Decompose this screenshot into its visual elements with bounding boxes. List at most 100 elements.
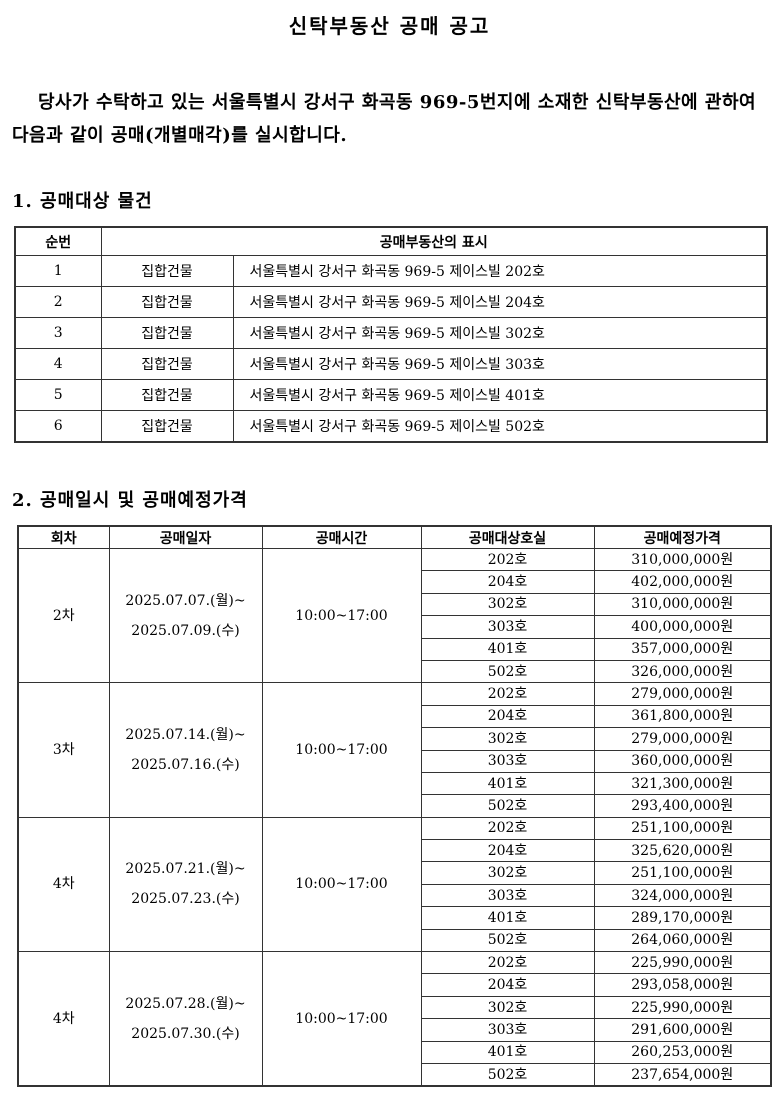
unit-price: 237,654,000원 xyxy=(593,1062,772,1087)
round-label: 4차 xyxy=(17,951,110,1087)
property-type: 집합건물 xyxy=(100,286,234,318)
table-row: 1 집합건물 서울특별시 강서구 화곡동 969-5 제이스빌 202호 xyxy=(14,255,768,287)
round-label: 4차 xyxy=(17,816,110,953)
table-row: 303호 291,600,000원 xyxy=(18,1018,772,1042)
round-label: 3차 xyxy=(17,682,110,818)
auction-dates: 2025.07.14.(월)~ 2025.07.16.(수) xyxy=(108,682,263,818)
unit-number: 502호 xyxy=(420,1062,595,1087)
property-type: 집합건물 xyxy=(100,348,234,380)
table-row: 303호 324,000,000원 xyxy=(18,883,772,908)
unit-price: 264,060,000원 xyxy=(593,928,772,953)
unit-price: 361,800,000원 xyxy=(593,704,772,729)
unit-number: 401호 xyxy=(420,906,595,930)
table-row: 5 집합건물 서울특별시 강서구 화곡동 969-5 제이스빌 401호 xyxy=(14,379,768,411)
unit-price: 326,000,000원 xyxy=(593,659,772,684)
date-start: 2025.07.21.(월)~ xyxy=(125,861,246,878)
round-label: 2차 xyxy=(17,547,110,684)
property-type: 집합건물 xyxy=(100,379,234,411)
table-header-row: 회차 공매일자 공매시간 공매대상호실 공매예정가격 xyxy=(17,525,772,549)
unit-price: 225,990,000원 xyxy=(593,995,772,1020)
section1-heading: 1. 공매대상 물건 xyxy=(12,191,153,212)
unit-number: 401호 xyxy=(420,1040,595,1064)
unit-price: 360,000,000원 xyxy=(593,749,772,773)
unit-number: 502호 xyxy=(420,928,595,953)
row-number: 1 xyxy=(14,255,102,287)
unit-number: 302호 xyxy=(420,861,595,885)
unit-number: 202호 xyxy=(420,547,595,572)
property-type: 집합건물 xyxy=(100,317,234,349)
header-no: 순번 xyxy=(14,226,102,256)
property-type: 집합건물 xyxy=(100,410,234,443)
row-number: 6 xyxy=(14,410,102,443)
unit-price: 400,000,000원 xyxy=(593,615,772,639)
unit-price: 310,000,000원 xyxy=(593,547,772,572)
table-row: 3차 2025.07.14.(월)~ 2025.07.16.(수) 10:00~17:… xyxy=(17,682,772,818)
unit-number: 303호 xyxy=(420,1018,595,1042)
row-number: 2 xyxy=(14,286,102,318)
table-row: 3 집합건물 서울특별시 강서구 화곡동 969-5 제이스빌 302호 xyxy=(14,317,768,349)
unit-price: 279,000,000원 xyxy=(593,682,772,706)
document-title: 신탁부동산 공매 공고 xyxy=(288,14,491,38)
header-time: 공매시간 xyxy=(261,525,422,549)
auction-dates: 2025.07.28.(월)~ 2025.07.30.(수) xyxy=(108,951,263,1087)
date-start: 2025.07.14.(월)~ xyxy=(125,727,246,744)
unit-number: 401호 xyxy=(420,637,595,661)
row-number: 3 xyxy=(14,317,102,349)
unit-price: 293,400,000원 xyxy=(593,794,772,818)
property-address: 서울특별시 강서구 화곡동 969-5 제이스빌 303호 xyxy=(232,348,768,380)
unit-price: 251,100,000원 xyxy=(593,816,772,841)
table-row: 4 집합건물 서울특별시 강서구 화곡동 969-5 제이스빌 303호 xyxy=(14,348,768,380)
unit-price: 310,000,000원 xyxy=(593,592,772,617)
intro-paragraph: 당사가 수탁하고 있는 서울특별시 강서구 화곡동 969-5번지에 소재한 신… xyxy=(12,86,772,152)
unit-number: 202호 xyxy=(420,951,595,975)
auction-time: 10:00~17:00 xyxy=(261,682,422,818)
table-row: 401호 321,300,000원 xyxy=(18,771,772,796)
property-address: 서울특별시 강서구 화곡동 969-5 제이스빌 502호 xyxy=(232,410,768,443)
unit-number: 401호 xyxy=(420,771,595,796)
date-start: 2025.07.28.(월)~ xyxy=(125,995,246,1012)
unit-price: 251,100,000원 xyxy=(593,861,772,885)
unit-price: 321,300,000원 xyxy=(593,771,772,796)
unit-price: 260,253,000원 xyxy=(593,1040,772,1064)
unit-number: 204호 xyxy=(420,570,595,594)
header-date: 공매일자 xyxy=(108,525,263,549)
property-address: 서울특별시 강서구 화곡동 969-5 제이스빌 302호 xyxy=(232,317,768,349)
date-end: 2025.07.16.(수) xyxy=(131,757,240,774)
date-start: 2025.07.07.(월)~ xyxy=(125,592,246,609)
unit-price: 225,990,000원 xyxy=(593,951,772,975)
unit-number: 502호 xyxy=(420,794,595,818)
auction-time: 10:00~17:00 xyxy=(261,951,422,1087)
table-row: 303호 400,000,000원 xyxy=(18,615,772,639)
unit-number: 303호 xyxy=(420,749,595,773)
unit-number: 204호 xyxy=(420,973,595,997)
table-row: 303호 360,000,000원 xyxy=(18,749,772,773)
table-row: 401호 260,253,000원 xyxy=(18,1040,772,1064)
unit-price: 324,000,000원 xyxy=(593,883,772,908)
table-row: 2 집합건물 서울특별시 강서구 화곡동 969-5 제이스빌 204호 xyxy=(14,286,768,318)
table-row: 502호 237,654,000원 xyxy=(18,1062,772,1087)
unit-price: 279,000,000원 xyxy=(593,727,772,751)
unit-number: 303호 xyxy=(420,615,595,639)
table-row: 502호 326,000,000원 xyxy=(18,659,772,684)
header-price: 공매예정가격 xyxy=(593,525,772,549)
date-end: 2025.07.23.(수) xyxy=(131,891,240,908)
date-end: 2025.07.09.(수) xyxy=(131,622,240,639)
table-row: 2차 2025.07.07.(월)~ 2025.07.09.(수) 10:00~17:… xyxy=(17,547,772,684)
unit-number: 204호 xyxy=(420,704,595,729)
auction-schedule-table: 회차 공매일자 공매시간 공매대상호실 공매예정가격 2차 2025.07.07.… xyxy=(17,525,772,1088)
unit-price: 289,170,000원 xyxy=(593,906,772,930)
row-number: 5 xyxy=(14,379,102,411)
section2-heading: 2. 공매일시 및 공매예정가격 xyxy=(12,490,248,511)
intro-text: 당사가 수탁하고 있는 서울특별시 강서구 화곡동 969-5번지에 소재한 신… xyxy=(12,92,757,146)
auction-dates: 2025.07.21.(월)~ 2025.07.23.(수) xyxy=(108,816,263,953)
unit-price: 357,000,000원 xyxy=(593,637,772,661)
table-row: 302호 225,990,000원 xyxy=(18,995,772,1020)
unit-number: 204호 xyxy=(420,839,595,863)
unit-price: 293,058,000원 xyxy=(593,973,772,997)
table-row: 502호 293,400,000원 xyxy=(18,794,772,818)
unit-price: 402,000,000원 xyxy=(593,570,772,594)
table-row: 204호 325,620,000원 xyxy=(18,839,772,863)
unit-number: 502호 xyxy=(420,659,595,684)
property-address: 서울특별시 강서구 화곡동 969-5 제이스빌 401호 xyxy=(232,379,768,411)
property-address: 서울특별시 강서구 화곡동 969-5 제이스빌 204호 xyxy=(232,286,768,318)
